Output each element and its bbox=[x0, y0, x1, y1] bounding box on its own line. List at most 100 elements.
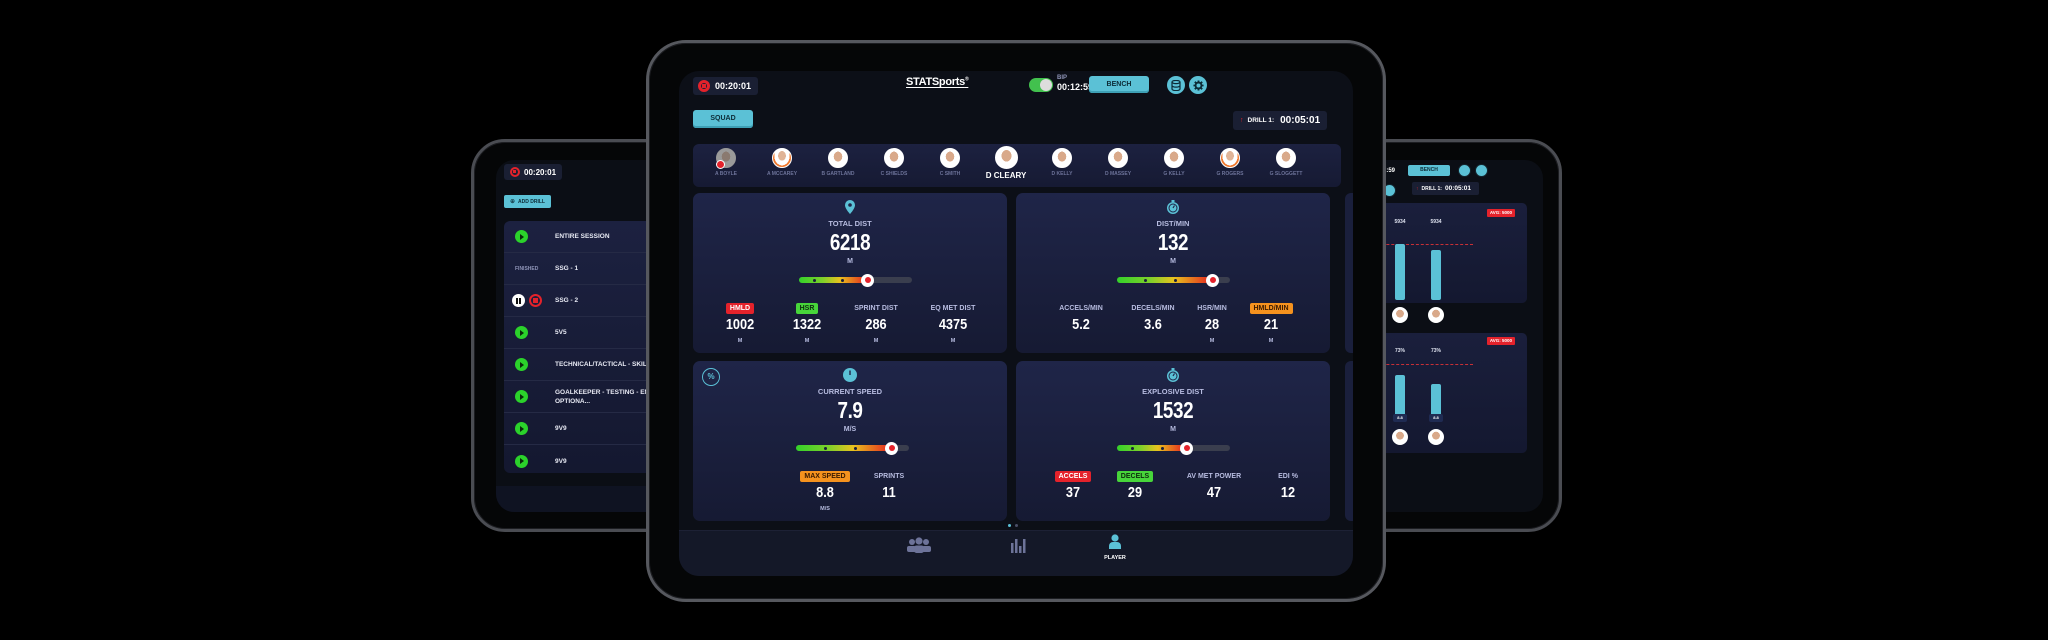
percent-toggle-icon[interactable]: % bbox=[702, 368, 720, 386]
drill-row[interactable]: FINISHED SSG - 1 bbox=[504, 253, 710, 285]
drill-row[interactable]: ENTIRE SESSION bbox=[504, 221, 710, 253]
bar-pill: 8.8 bbox=[1429, 414, 1443, 422]
current-speed-card[interactable]: % CURRENT SPEED 7.9 M/S MAX SPEED 8.8 M/… bbox=[693, 361, 1007, 521]
drill-time: 00:05:01 bbox=[1444, 185, 1471, 192]
add-drill-button[interactable]: ⊕ ADD DRILL bbox=[504, 195, 551, 208]
database-icon[interactable] bbox=[1167, 76, 1185, 94]
stat-label: DECELS/MIN bbox=[1131, 305, 1175, 312]
card-title: DIST/MIN bbox=[1156, 219, 1190, 228]
next-card-peek bbox=[1345, 193, 1353, 353]
bip-toggle[interactable] bbox=[1029, 78, 1053, 92]
player-d-kelly[interactable]: D KELLY bbox=[1032, 148, 1092, 177]
stat-label: HSR/MIN bbox=[1197, 305, 1227, 312]
stat-unit: M bbox=[873, 338, 879, 344]
player-g-rogers[interactable]: G ROGERS bbox=[1200, 148, 1260, 177]
stat-edi: EDI % 12 bbox=[1248, 465, 1328, 501]
stat-label: EQ MET DIST bbox=[930, 305, 976, 312]
explosive-dist-card[interactable]: EXPLOSIVE DIST 1532 M ACCELS 37 DECELS 2… bbox=[1016, 361, 1330, 521]
player-dashboard-screen: 00:20:01 STATSports® BIP 00:12:59 BENCH … bbox=[679, 71, 1353, 576]
stat-decels-per-min: DECELS/MIN 3.6 bbox=[1113, 297, 1193, 333]
play-icon[interactable] bbox=[515, 326, 528, 339]
gauge-knob bbox=[1206, 273, 1219, 287]
page-indicator[interactable] bbox=[1008, 524, 1018, 527]
drill-row[interactable]: 5V5 bbox=[504, 317, 710, 349]
play-icon[interactable] bbox=[515, 358, 528, 371]
session-timer[interactable]: 00:20:01 bbox=[504, 164, 563, 180]
player-avatar[interactable] bbox=[1392, 307, 1408, 323]
chart-bar[interactable] bbox=[1395, 375, 1405, 421]
card-unit: M/S bbox=[843, 426, 857, 433]
player-g-sloggett[interactable]: G SLOGGETT bbox=[1256, 148, 1316, 177]
stat-value: 47 bbox=[1206, 484, 1222, 501]
player-avatar[interactable] bbox=[1392, 429, 1408, 445]
player-d-massey[interactable]: D MASSEY bbox=[1088, 148, 1148, 177]
card-title: EXPLOSIVE DIST bbox=[1142, 387, 1204, 396]
squad-button[interactable]: SQUAD bbox=[693, 110, 753, 128]
drill-row[interactable]: GOALKEEPER - TESTING - ENDURANCE - OPTIO… bbox=[504, 381, 710, 413]
total-dist-card[interactable]: TOTAL DIST 6218 M HMLD 1002 M HSR 1322 M bbox=[693, 193, 1007, 353]
intensity-gauge bbox=[1117, 273, 1230, 287]
drill-row[interactable]: 9V9 bbox=[504, 445, 710, 477]
player-avatar[interactable] bbox=[1428, 429, 1444, 445]
stop-icon[interactable] bbox=[529, 294, 542, 307]
player-c-smith[interactable]: C SMITH bbox=[920, 148, 980, 177]
player-c-shields[interactable]: C SHIELDS bbox=[864, 148, 924, 177]
stat-value: 286 bbox=[865, 316, 887, 333]
bip-label: BIP bbox=[1057, 75, 1068, 81]
stat-unit: M bbox=[804, 338, 810, 344]
drill-label: 9V9 bbox=[555, 457, 567, 465]
player-avatar bbox=[772, 148, 792, 168]
statsports-logo: STATSports® bbox=[906, 76, 969, 88]
card-value: 1532 bbox=[1152, 397, 1194, 423]
stat-label: AV MET POWER bbox=[1186, 473, 1242, 480]
bar-chart-icon bbox=[1011, 539, 1026, 553]
nav-player[interactable]: PLAYER bbox=[1085, 534, 1145, 561]
bar-pill: 8.8 bbox=[1393, 414, 1407, 422]
bench-button[interactable]: BENCH bbox=[1089, 76, 1149, 93]
stat-unit: M bbox=[1268, 338, 1274, 344]
card-title: TOTAL DIST bbox=[828, 219, 872, 228]
stat-max-speed: MAX SPEED 8.8 M/S bbox=[785, 465, 865, 512]
play-icon[interactable] bbox=[515, 390, 528, 403]
chart-bar[interactable] bbox=[1431, 384, 1441, 421]
play-icon[interactable] bbox=[515, 230, 528, 243]
drill-label: 5V5 bbox=[555, 329, 567, 336]
intensity-gauge bbox=[1117, 441, 1230, 455]
play-icon[interactable] bbox=[515, 454, 528, 468]
drill-row[interactable]: TECHNICAL/TACTICAL - SKILL ACQUISITION -… bbox=[504, 349, 710, 381]
player-avatar bbox=[1276, 148, 1296, 168]
bar-value: 5934 bbox=[1394, 219, 1406, 225]
player-name: G SLOGGETT bbox=[1269, 171, 1303, 177]
drill-label: ENTIRE SESSION bbox=[555, 233, 610, 240]
dist-per-min-card[interactable]: DIST/MIN 132 M ACCELS/MIN 5.2 DECELS/MIN… bbox=[1016, 193, 1330, 353]
player-g-kelly[interactable]: G KELLY bbox=[1144, 148, 1204, 177]
player-avatar bbox=[1220, 148, 1240, 168]
chart-bar[interactable] bbox=[1395, 244, 1405, 300]
player-b-gartland[interactable]: B GARTLAND bbox=[808, 148, 868, 177]
drill-label: DRILL 1: bbox=[1247, 117, 1275, 124]
gear-icon[interactable] bbox=[1475, 164, 1488, 177]
nav-squad[interactable] bbox=[889, 537, 949, 558]
player-d-cleary[interactable]: D CLEARY bbox=[976, 146, 1036, 180]
player-a-mccarey[interactable]: A MCCAREY bbox=[752, 148, 812, 177]
stat-decels: DECELS 29 bbox=[1095, 465, 1175, 501]
nav-stats[interactable] bbox=[988, 537, 1048, 558]
stat-label: ACCELS bbox=[1054, 471, 1092, 482]
session-timer[interactable]: 00:20:01 bbox=[693, 77, 759, 95]
gear-icon[interactable] bbox=[1189, 76, 1207, 94]
drill-row[interactable]: SSG - 2 bbox=[504, 285, 710, 317]
bench-button[interactable]: BENCH bbox=[1408, 165, 1450, 176]
player-a-boyle[interactable]: A BOYLE bbox=[696, 148, 756, 177]
drill-row[interactable]: 9V9 bbox=[504, 413, 710, 445]
drill-label: SSG - 2 bbox=[555, 297, 579, 304]
database-icon[interactable] bbox=[1458, 164, 1471, 177]
stopwatch-icon bbox=[1167, 200, 1179, 214]
play-icon[interactable] bbox=[515, 422, 528, 435]
stat-unit: M bbox=[737, 338, 743, 344]
stat-eq-met-dist: EQ MET DIST 4375 M bbox=[913, 297, 993, 344]
player-avatar[interactable] bbox=[1428, 307, 1444, 323]
stat-hmld: HMLD 1002 M bbox=[700, 297, 780, 344]
pause-icon[interactable] bbox=[512, 294, 525, 307]
chart-bar[interactable] bbox=[1431, 250, 1441, 300]
player-name: G KELLY bbox=[1163, 171, 1185, 177]
